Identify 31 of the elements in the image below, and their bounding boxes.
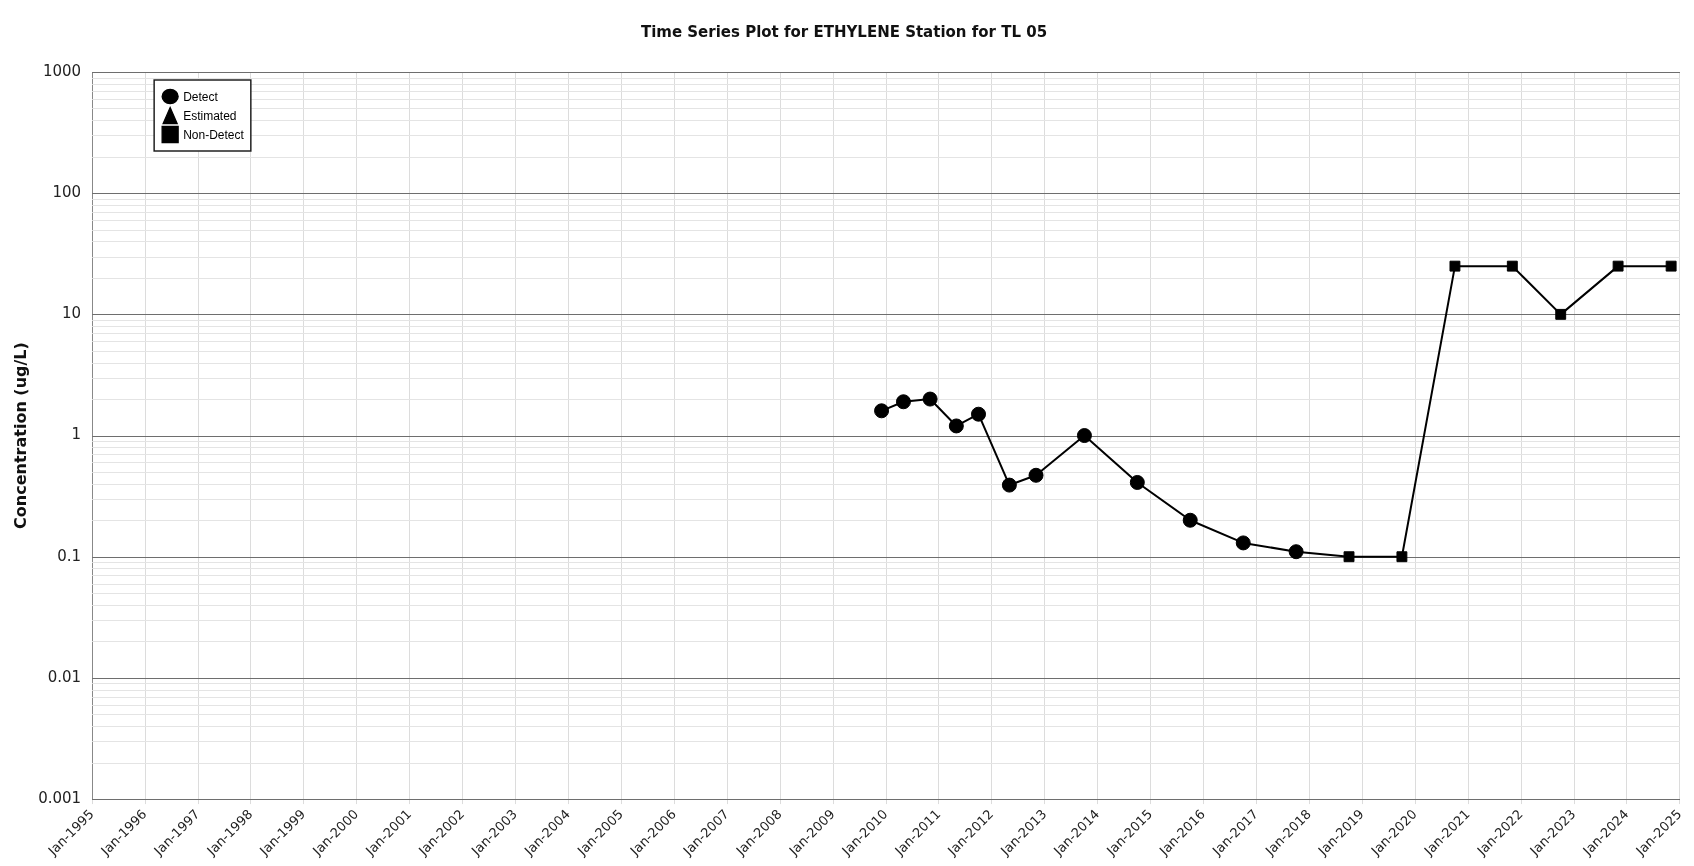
y-tick-label: 10 xyxy=(62,304,82,323)
point xyxy=(948,418,964,434)
point xyxy=(1343,551,1355,563)
point xyxy=(1396,551,1408,563)
point xyxy=(971,406,986,422)
chart-title: Time Series Plot for ETHYLENE Station for TL 05 xyxy=(640,22,1048,41)
point xyxy=(1076,428,1092,444)
legend-label: Detect xyxy=(183,89,219,104)
y-tick-label: 0.001 xyxy=(38,788,82,807)
point xyxy=(1028,467,1044,483)
y-tick-label: 0.1 xyxy=(57,546,82,565)
point xyxy=(1449,260,1461,272)
point xyxy=(1665,260,1677,272)
y-axis-title: Concentration (ug/L) xyxy=(10,342,30,529)
point xyxy=(1182,512,1198,528)
legend-label: Non-Detect xyxy=(183,127,245,142)
point xyxy=(1506,260,1518,272)
y-tick-label: 1 xyxy=(71,425,82,444)
point xyxy=(1235,535,1251,551)
point xyxy=(895,394,911,410)
point xyxy=(1612,260,1624,272)
point xyxy=(1129,474,1145,490)
point xyxy=(922,391,938,407)
y-tick-label: 100 xyxy=(52,183,82,202)
y-tick-label: 1000 xyxy=(42,61,82,80)
legend-label: Estimated xyxy=(183,108,237,123)
point xyxy=(1288,544,1304,560)
point xyxy=(874,403,890,419)
y-tick-label: 0.01 xyxy=(47,667,82,686)
point xyxy=(1001,477,1017,493)
point xyxy=(1555,308,1567,320)
